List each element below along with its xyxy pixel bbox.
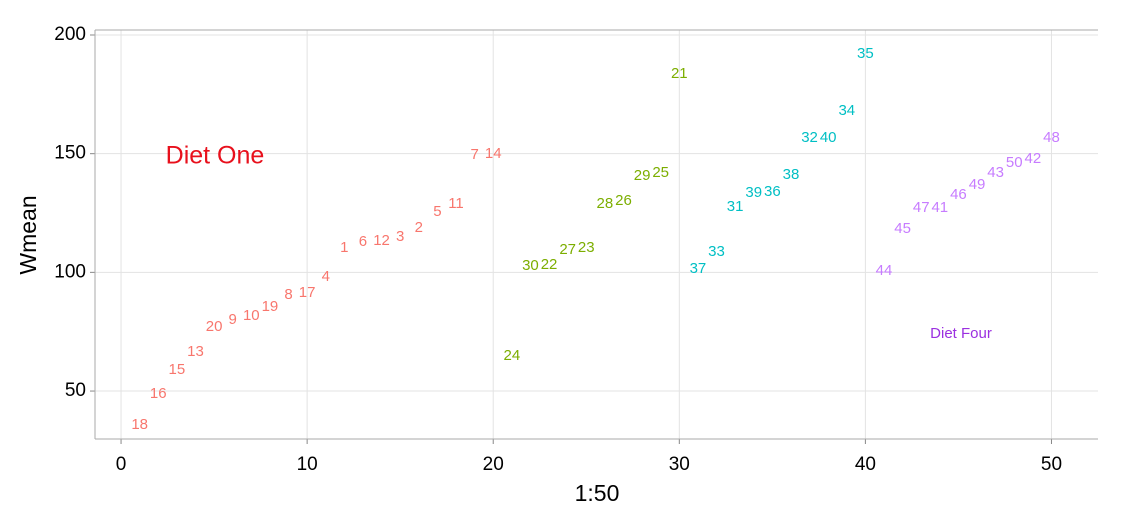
point-label: 25 [652,164,669,181]
point-label: 40 [820,129,837,146]
y-tick-label: 100 [54,261,86,282]
x-tick-label: 30 [669,454,690,475]
point-label: 7 [470,146,478,163]
point-label: 27 [559,241,576,258]
point-label: 32 [801,129,818,146]
point-label: 20 [206,318,223,335]
point-label: 39 [745,184,762,201]
point-label: 41 [931,199,948,216]
point-label: 9 [229,311,237,328]
point-label: 8 [284,286,292,303]
point-label: 31 [727,198,744,215]
y-tick-label: 50 [65,380,86,401]
point-label: 23 [578,239,595,256]
point-label: 10 [243,307,260,324]
point-label: 5 [433,203,441,220]
point-label: 38 [783,166,800,183]
annotation: Diet One [166,142,265,170]
point-label: 2 [415,219,423,236]
point-label: 36 [764,183,781,200]
y-tick-label: 150 [54,143,86,164]
point-label: 34 [838,102,855,119]
point-label: 13 [187,343,204,360]
point-label: 47 [913,199,930,216]
point-label: 46 [950,186,967,203]
point-label: 18 [131,416,148,433]
annotation: Diet Four [930,325,992,342]
x-tick-label: 40 [855,454,876,475]
x-axis-title: 1:50 [575,480,620,506]
point-label: 16 [150,385,167,402]
point-label: 26 [615,192,632,209]
point-label: 49 [969,176,986,193]
point-label: 15 [169,361,186,378]
point-label: 1 [340,239,348,256]
point-label: 17 [299,284,316,301]
point-label: 44 [876,262,893,279]
point-label: 6 [359,233,367,250]
point-label: 43 [987,164,1004,181]
point-label: 29 [634,167,651,184]
point-label: 37 [690,260,707,277]
point-label: 48 [1043,129,1060,146]
point-label: 42 [1025,150,1042,167]
point-label: 22 [541,256,558,273]
x-tick-label: 50 [1041,454,1062,475]
x-tick-label: 0 [116,454,127,475]
point-label: 4 [322,268,330,285]
point-label: 50 [1006,154,1023,171]
point-label: 24 [503,347,520,364]
y-tick-label: 200 [54,24,86,45]
point-label: 21 [671,65,688,82]
x-tick-label: 10 [297,454,318,475]
plot-area [95,30,1098,439]
point-label: 11 [448,195,464,212]
point-label: 28 [597,195,614,212]
point-label: 14 [485,145,502,162]
point-label: 30 [522,257,539,274]
y-axis-title: Wmean [15,195,41,274]
point-label: 45 [894,220,911,237]
point-label: 33 [708,243,725,260]
point-label: 35 [857,45,874,62]
x-tick-label: 20 [483,454,504,475]
point-label: 3 [396,228,404,245]
point-label: 19 [262,298,279,315]
point-label: 12 [373,232,390,249]
